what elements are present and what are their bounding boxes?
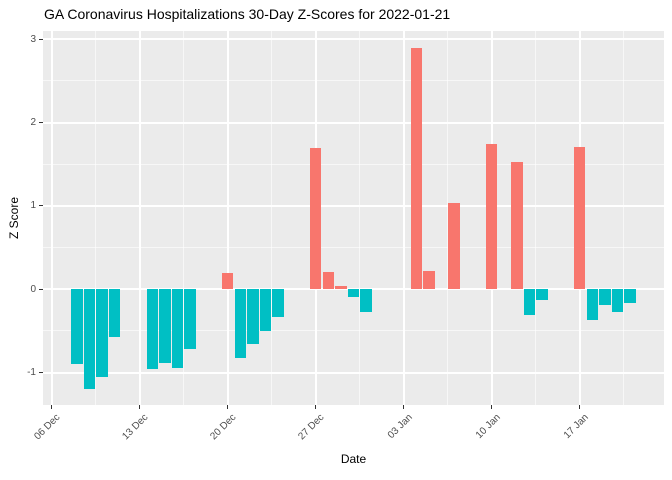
y-tick-label: 1	[30, 200, 36, 212]
gridline-minor-vertical	[623, 31, 625, 405]
gridline-minor-vertical	[271, 31, 273, 405]
bar-2022-01-14	[536, 289, 548, 301]
gridline-major-horizontal	[43, 121, 664, 124]
bar-2022-01-17	[574, 146, 586, 290]
x-tick-label: 03 Jan	[385, 412, 415, 442]
gridline-major-vertical	[226, 31, 229, 405]
y-tick-label: 0	[30, 283, 36, 295]
bar-2021-12-10	[96, 289, 108, 378]
x-tick-mark	[491, 405, 493, 409]
x-tick-mark	[227, 405, 229, 409]
y-tick-mark	[39, 205, 43, 207]
gridline-minor-horizontal	[43, 163, 664, 165]
gridline-minor-vertical	[359, 31, 361, 405]
x-tick-mark	[403, 405, 405, 409]
plot-panel	[43, 31, 664, 405]
gridline-minor-vertical	[535, 31, 537, 405]
x-tick-label: 06 Dec	[32, 412, 63, 443]
bar-2021-12-31	[360, 289, 372, 312]
bar-2021-12-21	[234, 289, 247, 359]
y-tick-mark	[39, 38, 43, 40]
bar-2022-01-07	[448, 202, 460, 290]
gridline-major-vertical	[50, 31, 53, 405]
bar-2022-01-12	[511, 161, 523, 290]
bar-2022-01-05	[423, 270, 435, 290]
bar-2021-12-28	[322, 271, 334, 290]
chart-title: GA Coronavirus Hospitalizations 30-Day Z…	[44, 6, 451, 22]
y-tick-label: 3	[30, 33, 36, 45]
x-tick-label: 20 Dec	[208, 412, 239, 443]
bar-2021-12-24	[272, 289, 284, 317]
gridline-minor-horizontal	[43, 80, 664, 82]
y-tick-mark	[39, 372, 43, 373]
x-tick-label: 13 Dec	[120, 412, 151, 443]
bar-2021-12-23	[259, 289, 272, 331]
bar-2021-12-15	[159, 289, 171, 364]
x-tick-mark	[139, 405, 141, 409]
gridline-major-horizontal	[43, 38, 664, 41]
bar-2022-01-20	[611, 289, 624, 312]
bar-2021-12-17	[184, 289, 196, 350]
bar-2022-01-19	[599, 289, 611, 306]
x-tick-mark	[579, 405, 581, 409]
bar-2022-01-10	[486, 144, 498, 290]
x-tick-label: 17 Jan	[561, 412, 591, 442]
x-tick-mark	[51, 405, 53, 409]
gridline-major-horizontal	[43, 371, 664, 374]
bar-2021-12-30	[347, 289, 360, 297]
bar-2021-12-27	[310, 147, 322, 290]
x-tick-label: 10 Jan	[473, 412, 503, 442]
bar-2021-12-08	[71, 289, 83, 365]
x-tick-label: 27 Dec	[296, 412, 327, 443]
bar-2021-12-16	[171, 289, 184, 369]
y-tick-mark	[39, 288, 43, 290]
gridline-minor-vertical	[95, 31, 97, 405]
bar-2021-12-11	[108, 289, 121, 337]
y-tick-label: -1	[27, 367, 36, 378]
x-tick-mark	[315, 405, 317, 409]
bar-2021-12-14	[146, 289, 159, 370]
gridline-major-horizontal	[43, 204, 664, 207]
bar-2022-01-21	[624, 289, 636, 304]
bar-2022-01-13	[523, 289, 536, 316]
gridline-major-vertical	[402, 31, 405, 405]
x-axis-title: Date	[340, 452, 367, 466]
y-tick-label: 2	[30, 117, 36, 129]
gridline-minor-horizontal	[43, 247, 664, 249]
gridline-minor-vertical	[183, 31, 185, 405]
y-tick-mark	[39, 122, 43, 124]
bar-2021-12-09	[83, 289, 96, 390]
bar-2022-01-04	[410, 48, 422, 290]
bar-2021-12-29	[335, 285, 347, 290]
bar-2021-12-20	[222, 272, 234, 290]
bar-2022-01-18	[586, 289, 598, 321]
gridline-minor-vertical	[447, 31, 449, 405]
gridline-minor-horizontal	[43, 330, 664, 332]
bar-2021-12-22	[247, 289, 259, 345]
gridline-major-vertical	[138, 31, 141, 405]
